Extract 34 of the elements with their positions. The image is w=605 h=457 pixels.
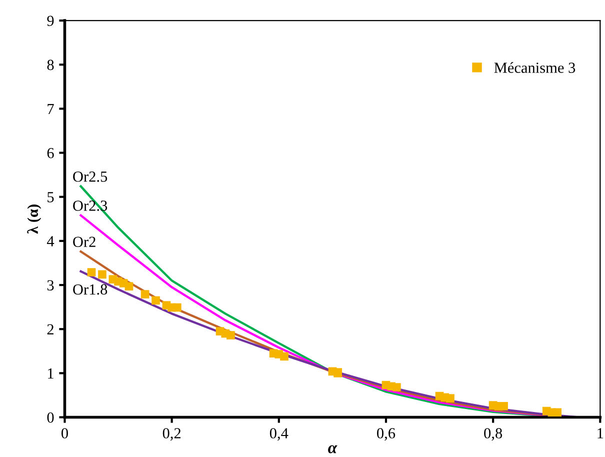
y-tick-label: 6 [47,148,54,158]
x-tick-label: 0,8 [484,428,502,441]
y-tick-label: 0 [47,412,54,423]
x-tick-label: 0,2 [162,428,181,441]
x-tick-label: 0 [62,428,68,438]
point [87,268,96,276]
y-tick-label: 8 [47,60,54,70]
series-label: Or1.8 [73,284,108,295]
series-label: Or2.5 [73,172,108,182]
y-axis-title: λ (α) [27,204,42,234]
y-tick-label: 7 [48,104,54,114]
point [280,352,288,361]
y-tick-label: 5 [48,192,54,202]
x-tick-label: 1 [598,428,604,438]
y-tick-label: 3 [47,280,54,290]
point [392,383,401,392]
point [152,296,160,305]
y-tick-label: 4 [46,236,54,246]
y-tick-label: 2 [47,324,54,334]
point [98,270,106,279]
point [124,282,134,291]
x-axis-title: α [328,445,338,454]
x-tick-label: 0,6 [377,428,396,441]
point [446,394,454,402]
point [553,408,562,417]
series-label: Or2 [73,236,96,248]
point [500,402,508,410]
x-tick-label: 0,4 [270,428,288,441]
y-tick-label: 1 [48,368,54,378]
point [140,290,150,298]
point [173,303,182,312]
legend-label: Mécanisme 3 [494,62,576,73]
point [226,331,235,340]
y-tick-label: 9 [47,16,54,26]
